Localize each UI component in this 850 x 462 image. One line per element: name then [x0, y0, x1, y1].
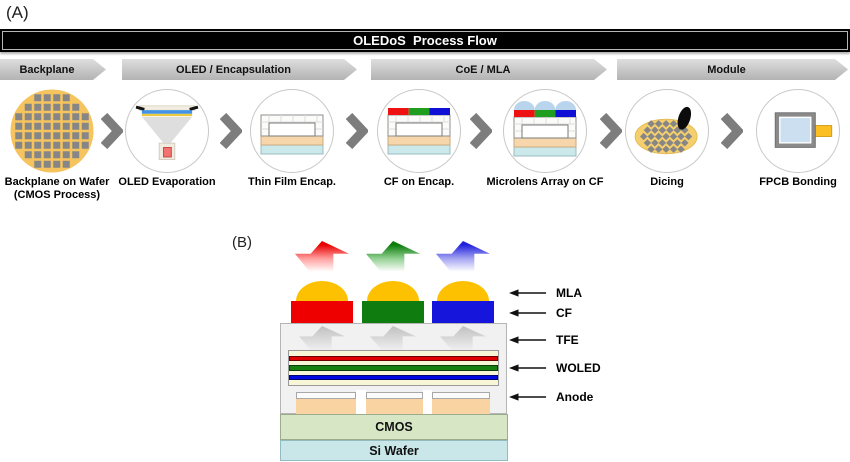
callout-mla: MLA — [509, 286, 582, 300]
anode-contact — [432, 392, 490, 399]
step-label-fpcb-bonding: FPCB Bonding — [759, 176, 837, 188]
anode-contact — [366, 392, 423, 399]
step-label-oled-evaporation: OLED Evaporation — [118, 176, 216, 188]
cmos-layer: CMOS — [280, 414, 508, 440]
mla-lens-blue — [437, 281, 489, 301]
left-arrow-icon — [509, 309, 547, 317]
callout-anode: Anode — [509, 390, 593, 404]
step-label-microlens-array: Microlens Array on CF — [486, 176, 604, 188]
step-circle-cf-on-encap — [377, 89, 461, 173]
cf-red-segment — [291, 301, 353, 323]
left-arrow-icon — [509, 336, 547, 344]
green-emission-arrow-icon — [366, 241, 420, 273]
mla-lens-red — [296, 281, 348, 301]
step-circle-microlens-array — [503, 89, 587, 173]
step-label-thin-film-encap: Thin Film Encap. — [247, 176, 336, 188]
stage-banner-oled-encapsulation: OLED / Encapsulation — [122, 59, 357, 80]
si-wafer-label: Si Wafer — [369, 443, 419, 458]
anode-gap — [356, 390, 366, 414]
stage-banner-coe-mla: CoE / MLA — [371, 59, 607, 80]
chevron-right-icon — [470, 113, 492, 149]
process-flow-title: OLEDoS Process Flow — [353, 33, 497, 48]
panel-a-label: (A) — [6, 3, 29, 22]
step-circle-oled-evaporation — [125, 89, 209, 173]
wafer-die-grid — [15, 94, 89, 168]
tfe-stack-icon — [260, 114, 324, 155]
step-label-backplane-on-wafer: Backplane on Wafer (CMOS Process) — [4, 176, 110, 201]
cf-blue-segment — [432, 301, 494, 323]
cmos-label: CMOS — [375, 420, 413, 434]
anode-pad — [366, 392, 423, 414]
woled-blue-stripe — [289, 375, 498, 380]
step-circle-dicing — [625, 89, 709, 173]
left-arrow-icon — [509, 364, 547, 372]
chevron-right-icon — [101, 113, 123, 149]
anode-gap — [423, 390, 432, 414]
blue-emission-arrow-icon — [436, 241, 490, 273]
callout-tfe: TFE — [509, 333, 579, 347]
step-label-dicing: Dicing — [650, 176, 684, 188]
stage-banner-module: Module — [617, 59, 848, 80]
callout-woled: WOLED — [509, 361, 601, 375]
stage-banner-backplane: Backplane — [0, 59, 106, 80]
cf-stack-icon — [387, 108, 451, 155]
mla-lens-green — [367, 281, 419, 301]
step-circle-backplane-on-wafer — [10, 89, 94, 173]
left-arrow-icon — [509, 393, 547, 401]
step-label-cf-on-encap: CF on Encap. — [383, 176, 455, 188]
red-emission-arrow-icon — [295, 241, 349, 273]
process-flow-title-bar: OLEDoS Process Flow — [0, 29, 850, 52]
panel-b-label: (B) — [232, 234, 252, 251]
si-wafer-layer: Si Wafer — [280, 440, 508, 461]
woled-red-stripe — [289, 356, 498, 361]
woled-layer-stack — [288, 350, 499, 386]
callout-cf: CF — [509, 306, 572, 320]
cf-green-segment — [362, 301, 424, 323]
left-arrow-icon — [509, 289, 547, 297]
dicing-icon — [634, 106, 698, 155]
chevron-right-icon — [346, 113, 368, 149]
woled-green-stripe — [289, 365, 498, 371]
anode-pad — [296, 392, 356, 414]
wafer-icon — [10, 89, 94, 173]
step-circle-thin-film-encap — [250, 89, 334, 173]
microlens-stack-icon — [513, 100, 577, 157]
chevron-right-icon — [721, 113, 743, 149]
evaporation-icon — [135, 105, 199, 161]
chevron-right-icon — [600, 113, 622, 149]
anode-pad — [432, 392, 490, 414]
chevron-right-icon — [220, 113, 242, 149]
fpcb-icon — [774, 112, 833, 148]
step-circle-fpcb-bonding — [756, 89, 840, 173]
anode-contact — [296, 392, 356, 399]
